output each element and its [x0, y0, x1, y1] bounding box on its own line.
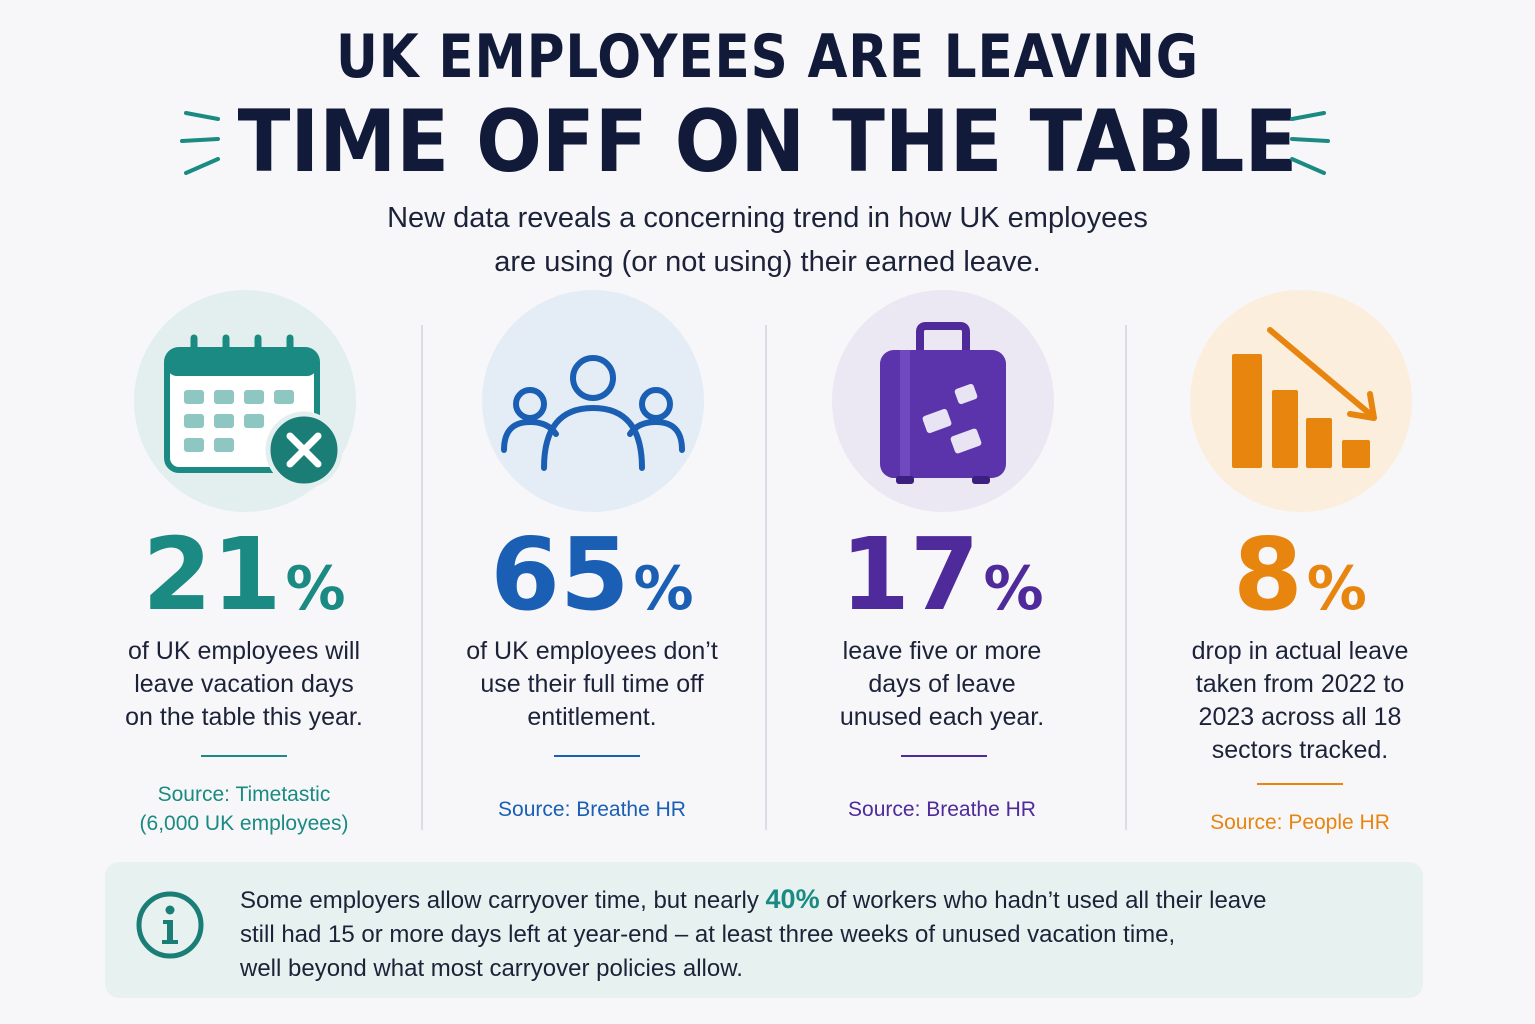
stat-unit: %: [285, 554, 346, 624]
info-text-segment: of workers who hadn’t used all their lea…: [819, 887, 1267, 914]
icon-circle: [1190, 290, 1412, 512]
stat-unit: %: [633, 554, 694, 624]
people-group-icon: [501, 355, 685, 471]
info-highlight: 40%: [765, 884, 820, 914]
accent-rule: [554, 755, 640, 757]
icon-circle: [832, 290, 1054, 512]
desc-line: drop in actual leave: [1191, 637, 1409, 665]
desc-line: taken from 2022 to: [1195, 670, 1405, 698]
stat-source: Source: Breathe HR: [777, 795, 1107, 824]
accent-rule: [901, 755, 987, 757]
info-icon: [136, 891, 204, 959]
desc-line: days of leave: [868, 670, 1016, 698]
stat-value: 65%: [427, 520, 757, 644]
title-line-1: UK EMPLOYEES ARE LEAVING: [335, 22, 1200, 92]
stat-number: 65: [490, 516, 630, 633]
column-divider: [421, 325, 423, 830]
stat-description: of UK employees will leave vacation days…: [79, 635, 409, 734]
desc-line: entitlement.: [527, 703, 657, 731]
stat-source: Source: Breathe HR: [427, 795, 757, 824]
stat-source: Source: People HR: [1135, 808, 1465, 837]
info-callout: Some employers allow carryover time, but…: [105, 862, 1423, 998]
icon-circle: [134, 290, 356, 512]
desc-line: of UK employees will: [127, 637, 361, 665]
info-text: Some employers allow carryover time, but…: [240, 882, 1400, 986]
stat-unit: %: [1306, 554, 1367, 624]
stat-value: 17%: [777, 520, 1107, 644]
info-line-1: Some employers allow carryover time, but…: [240, 882, 1400, 918]
desc-line: leave vacation days: [134, 670, 354, 698]
desc-line: on the table this year.: [125, 703, 363, 731]
stat-number: 17: [840, 516, 980, 633]
info-text-segment: Some employers allow carryover time, but…: [240, 887, 766, 914]
desc-line: leave five or more: [842, 637, 1042, 665]
sparkle-right-icon: [1290, 111, 1330, 175]
stat-value: 21%: [79, 520, 409, 644]
source-line: Source: Breathe HR: [848, 798, 1036, 821]
desc-line: sectors tracked.: [1211, 736, 1389, 764]
info-line-2: still had 15 or more days left at year-e…: [240, 921, 1176, 948]
calendar-x-icon: [164, 334, 343, 489]
stat-description: leave five or more days of leave unused …: [777, 635, 1107, 734]
info-line-3: well beyond what most carryover policies…: [240, 955, 743, 982]
stat-value: 8%: [1135, 520, 1465, 644]
sparkle-left-icon: [180, 111, 220, 175]
icon-circle: [482, 290, 704, 512]
title-line-2: TIME OFF ON THE TABLE: [237, 92, 1298, 192]
column-divider: [1125, 325, 1127, 830]
stat-number: 21: [142, 516, 282, 633]
accent-rule: [1257, 783, 1343, 785]
source-line: Source: Breathe HR: [498, 798, 686, 821]
stat-description: of UK employees don’t use their full tim…: [427, 635, 757, 734]
declining-bar-chart-icon: [1232, 327, 1377, 468]
desc-line: use their full time off: [480, 670, 704, 698]
desc-line: 2023 across all 18: [1198, 703, 1402, 731]
desc-line: unused each year.: [839, 703, 1045, 731]
stat-source: Source: Timetastic (6,000 UK employees): [79, 780, 409, 838]
source-line: Source: Timetastic: [157, 783, 331, 806]
subtitle-line-2: are using (or not using) their earned le…: [494, 246, 1041, 278]
column-divider: [765, 325, 767, 830]
stat-unit: %: [983, 554, 1044, 624]
desc-line: of UK employees don’t: [466, 637, 718, 665]
source-line: Source: People HR: [1210, 811, 1390, 834]
stat-description: drop in actual leave taken from 2022 to …: [1135, 635, 1465, 767]
stat-number: 8: [1233, 516, 1303, 633]
source-line: (6,000 UK employees): [139, 812, 349, 835]
suitcase-icon: [880, 322, 1006, 484]
accent-rule: [201, 755, 287, 757]
subtitle-line-1: New data reveals a concerning trend in h…: [387, 202, 1148, 234]
subtitle: New data reveals a concerning trend in h…: [0, 196, 1535, 284]
